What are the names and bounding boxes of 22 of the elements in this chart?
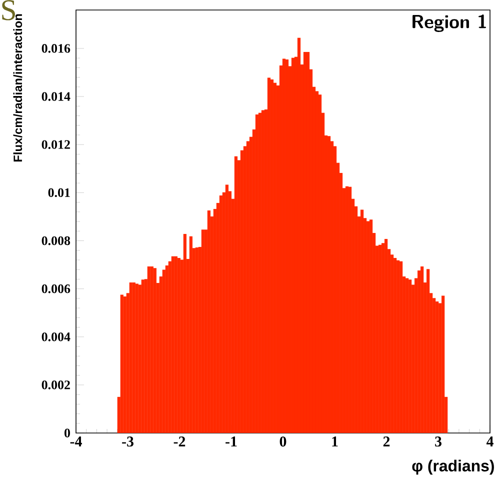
- x-tick-label: -4: [70, 436, 82, 446]
- x-tick-label: 3: [435, 436, 442, 447]
- x-axis-title: φ (radians): [412, 460, 494, 475]
- x-tick-label: -2: [174, 436, 186, 446]
- y-tick-label: 0.016: [42, 44, 70, 53]
- x-tick-label: 0: [280, 436, 286, 447]
- y-axis-title: Flux/cm/radian/interaction: [13, 14, 22, 162]
- annotation: Region 1: [412, 14, 486, 32]
- x-tick-label: -3: [122, 436, 134, 447]
- x-tick-label: 1: [332, 436, 338, 446]
- y-tick-label: 0.008: [42, 236, 70, 246]
- y-tick-label: 0.014: [42, 92, 70, 101]
- x-tick-label: 2: [383, 436, 390, 446]
- y-tick-label: 0.006: [42, 284, 70, 294]
- y-tick-label: 0.004: [42, 332, 70, 342]
- y-tick-label: 0.002: [42, 380, 70, 390]
- y-tick-label: 0.012: [42, 140, 70, 149]
- text: S: [2, 0, 15, 20]
- y-tick-label: 0.01: [48, 188, 70, 198]
- y-tick-label: 0: [64, 428, 70, 438]
- x-tick-label: -1: [226, 436, 237, 446]
- x-tick-label: 4: [486, 436, 494, 446]
